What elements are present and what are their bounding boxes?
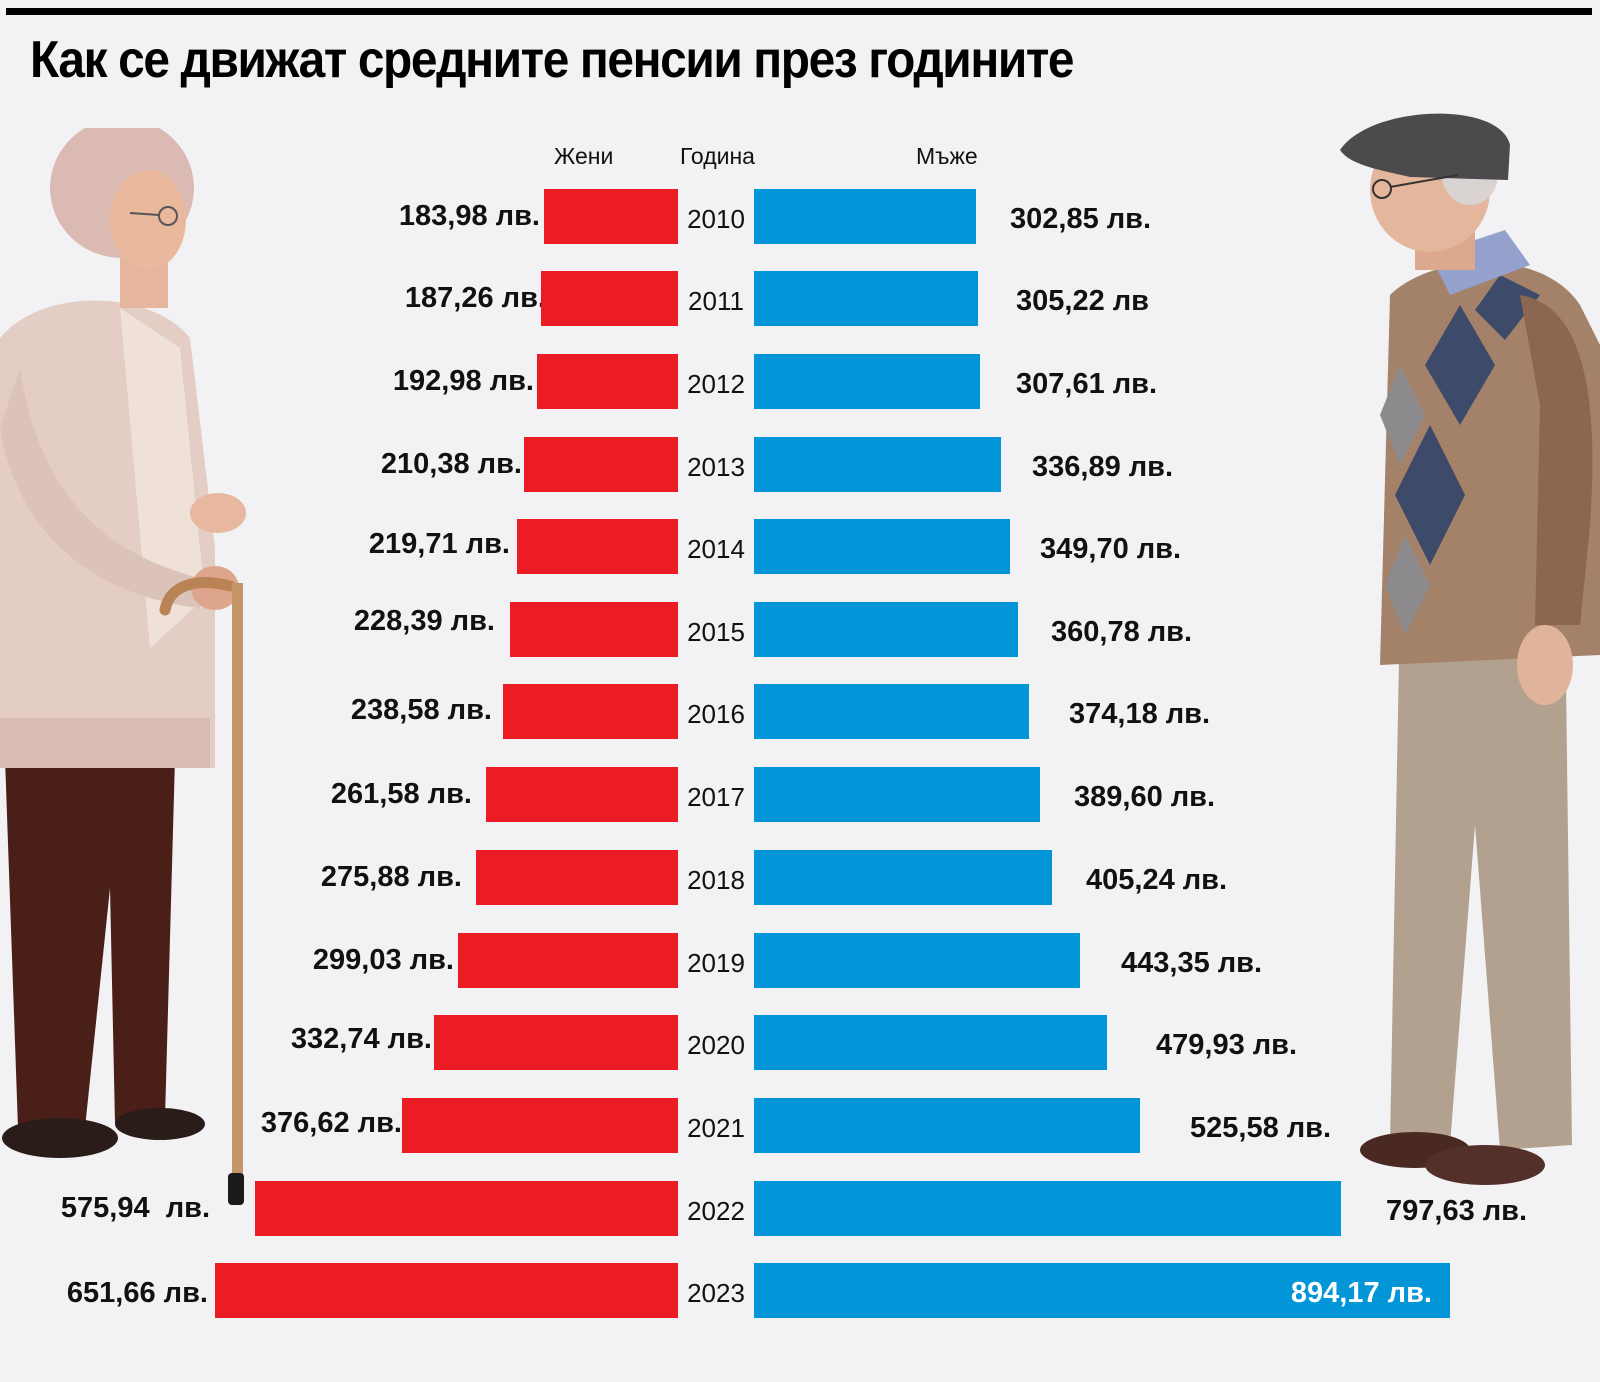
women-bar (517, 519, 678, 574)
year-label: 2023 (687, 1278, 745, 1308)
women-value-label: 219,71 лв. (368, 528, 510, 560)
men-value-label: 349,70 лв. (1040, 533, 1182, 565)
women-bar (434, 1015, 678, 1070)
men-bar (754, 271, 978, 326)
men-bar (754, 437, 1001, 492)
year-label: 2012 (687, 369, 745, 399)
men-value-label: 443,35 лв. (1121, 947, 1263, 979)
men-bar (754, 767, 1040, 822)
top-rule (6, 8, 1592, 15)
women-bar (255, 1181, 678, 1236)
men-value-label: 479,93 лв. (1156, 1029, 1298, 1061)
women-value-label: 261,58 лв. (330, 778, 472, 810)
women-bar (541, 271, 678, 326)
year-label: 2014 (687, 534, 745, 564)
year-label: 2010 (687, 204, 745, 234)
women-bar (458, 933, 678, 988)
women-value-label: 275,88 лв. (320, 861, 462, 893)
women-bar (402, 1098, 678, 1153)
header-women: Жени (554, 143, 614, 169)
men-bar (754, 684, 1029, 739)
women-value-label: 651,66 лв. (66, 1277, 208, 1309)
women-value-label: 299,03 лв. (312, 944, 454, 976)
men-value-label: 525,58 лв. (1190, 1112, 1332, 1144)
year-label: 2019 (687, 948, 745, 978)
women-value-label: 575,94 лв. (60, 1192, 210, 1224)
women-bar (524, 437, 678, 492)
women-value-label: 183,98 лв. (398, 200, 540, 232)
year-label: 2015 (687, 617, 745, 647)
year-label: 2013 (687, 452, 745, 482)
men-value-label: 374,18 лв. (1069, 698, 1211, 730)
men-bar (754, 1098, 1140, 1153)
women-bar (215, 1263, 678, 1318)
year-label: 2022 (687, 1196, 745, 1226)
men-value-label: 360,78 лв. (1051, 616, 1193, 648)
men-bar (754, 1015, 1107, 1070)
men-bar (754, 1263, 1450, 1318)
year-label: 2021 (687, 1113, 745, 1143)
women-value-label: 332,74 лв. (290, 1023, 432, 1055)
men-value-label: 405,24 лв. (1086, 864, 1228, 896)
women-bar (544, 189, 678, 244)
men-bar (754, 354, 980, 409)
men-bar (754, 189, 976, 244)
women-bar (510, 602, 678, 657)
women-value-label: 238,58 лв. (350, 694, 492, 726)
header-men: Мъже (916, 143, 978, 169)
elderly-woman-illustration (0, 128, 260, 1208)
year-label: 2011 (688, 286, 744, 316)
year-label: 2018 (687, 865, 745, 895)
year-label: 2016 (687, 699, 745, 729)
men-value-label: 336,89 лв. (1032, 451, 1174, 483)
women-value-label: 376,62 лв. (260, 1107, 402, 1139)
men-bar (754, 933, 1080, 988)
men-bar (754, 1181, 1341, 1236)
year-label: 2017 (687, 782, 745, 812)
women-bar (476, 850, 678, 905)
women-value-label: 228,39 лв. (353, 605, 495, 637)
men-value-label: 894,17 лв. (1290, 1277, 1432, 1309)
header-year: Година (680, 143, 755, 169)
men-value-label: 797,63 лв. (1386, 1195, 1528, 1227)
women-bar (486, 767, 678, 822)
women-bar (503, 684, 678, 739)
women-bar (537, 354, 678, 409)
men-value-label: 389,60 лв. (1074, 781, 1216, 813)
women-value-label: 210,38 лв. (380, 448, 522, 480)
chart-title: Как се движат средните пенсии през годин… (30, 31, 1075, 89)
men-bar (754, 602, 1018, 657)
women-value-label: 187,26 лв. (404, 282, 546, 314)
year-label: 2020 (687, 1030, 745, 1060)
men-value-label: 305,22 лв (1016, 285, 1150, 317)
men-value-label: 302,85 лв. (1010, 203, 1152, 235)
elderly-man-illustration (1320, 105, 1600, 1205)
women-value-label: 192,98 лв. (392, 365, 534, 397)
men-bar (754, 850, 1052, 905)
men-bar (754, 519, 1010, 574)
men-value-label: 307,61 лв. (1016, 368, 1158, 400)
